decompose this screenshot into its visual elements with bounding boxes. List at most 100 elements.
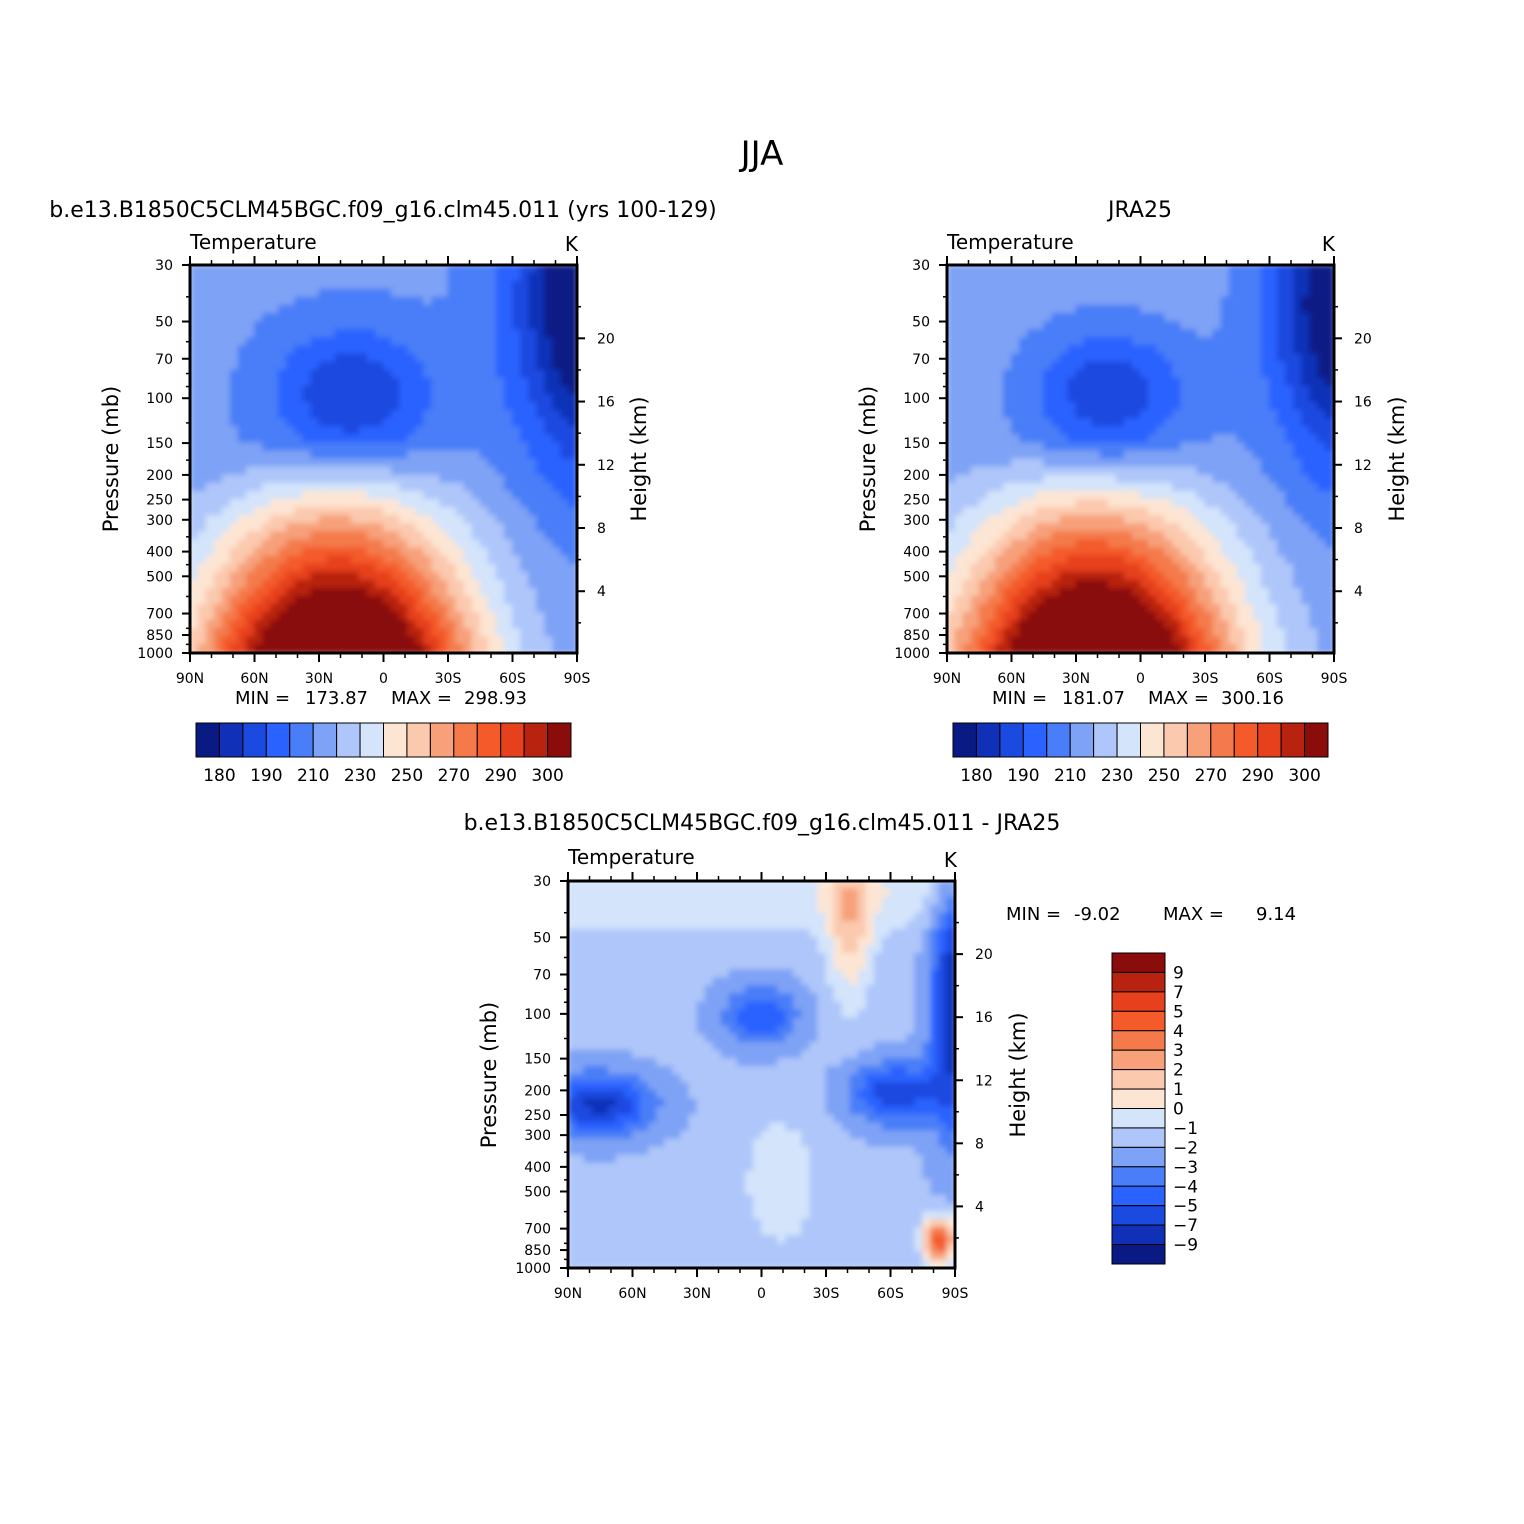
field-cell <box>399 547 409 557</box>
field-cell <box>455 329 466 339</box>
field-cell <box>205 337 216 347</box>
field-cell <box>1027 547 1037 557</box>
field-cell <box>294 450 304 460</box>
field-cell <box>544 385 554 396</box>
field-cell <box>1293 498 1303 509</box>
colorbar-box <box>383 722 408 758</box>
field-cell <box>736 881 747 891</box>
field-cell <box>568 418 577 428</box>
field-cell <box>334 410 345 420</box>
field-cell <box>503 579 514 590</box>
field-cell <box>528 531 538 541</box>
field-cell <box>954 393 965 404</box>
field-cell <box>1027 498 1037 509</box>
field-cell <box>1301 458 1311 469</box>
field-cell <box>528 539 538 549</box>
field-cell <box>1027 418 1037 428</box>
field-cell <box>954 571 965 582</box>
field-cell <box>415 458 425 469</box>
field-cell <box>286 547 296 557</box>
field-cell <box>471 280 482 291</box>
field-cell <box>334 587 345 598</box>
field-cell <box>447 442 458 452</box>
field-cell <box>302 410 312 420</box>
field-cell <box>245 636 256 646</box>
field-cell <box>439 482 449 493</box>
field-cell <box>1317 304 1327 315</box>
field-cell <box>1252 563 1263 574</box>
field-cell <box>1180 288 1190 299</box>
field-cell <box>415 410 425 420</box>
y-tick-label: 100 <box>146 391 173 407</box>
field-cell <box>205 369 216 380</box>
field-cell <box>1180 531 1190 541</box>
field-cell <box>544 393 554 404</box>
field-cell <box>552 547 562 557</box>
field-cell <box>1196 377 1206 388</box>
field-cell <box>334 353 345 363</box>
field-cell <box>1180 612 1190 622</box>
field-cell <box>471 466 482 477</box>
field-cell <box>471 523 482 533</box>
field-cell <box>1260 563 1271 574</box>
field-cell <box>326 426 337 436</box>
field-cell <box>512 482 522 493</box>
field-cell <box>512 434 522 444</box>
field-cell <box>954 515 965 525</box>
field-cell <box>970 337 981 347</box>
field-cell <box>1019 458 1029 469</box>
field-cell <box>1156 644 1166 653</box>
field-cell <box>978 345 989 355</box>
field-cell <box>254 265 264 275</box>
field-cell <box>1212 604 1223 614</box>
field-cell <box>1188 539 1198 549</box>
field-cell <box>512 393 522 404</box>
field-cell <box>1140 490 1150 501</box>
field-cell <box>1075 296 1086 307</box>
field-cell <box>1156 555 1166 566</box>
field-cell <box>1301 571 1311 582</box>
field-cell <box>270 385 280 396</box>
field-cell <box>1309 644 1319 653</box>
field-cell <box>1067 369 1077 380</box>
field-cell <box>1002 296 1013 307</box>
field-cell <box>318 531 329 541</box>
colorbar-box <box>1116 722 1141 758</box>
field-cell <box>520 313 530 323</box>
colorbar-box <box>975 722 1001 758</box>
field-cell <box>423 401 433 412</box>
field-cell <box>262 636 272 646</box>
field-cell <box>1285 329 1295 339</box>
field-cell <box>1244 474 1255 485</box>
field-cell <box>1059 523 1069 533</box>
field-cell <box>1156 458 1166 469</box>
field-cell <box>1099 539 1110 549</box>
field-cell <box>229 442 240 452</box>
field-cell <box>1317 385 1327 396</box>
field-cell <box>1164 474 1174 485</box>
field-cell <box>455 265 466 275</box>
field-cell <box>1196 531 1206 541</box>
field-cell <box>1180 442 1190 452</box>
field-cell <box>463 628 474 638</box>
field-cell <box>310 401 320 412</box>
field-cell <box>383 321 393 331</box>
field-cell <box>270 531 280 541</box>
field-cell <box>544 563 554 574</box>
field-cell <box>318 426 329 436</box>
field-cell <box>962 369 973 380</box>
field-cell <box>544 595 554 606</box>
field-cell <box>962 385 973 396</box>
field-cell <box>1067 587 1077 598</box>
field-cell <box>1107 539 1118 549</box>
field-cell <box>205 434 216 444</box>
field-cell <box>1220 329 1231 339</box>
field-cell <box>1059 426 1069 436</box>
field-cell <box>568 304 577 315</box>
field-cell <box>1091 466 1102 477</box>
field-cell <box>1196 450 1206 460</box>
field-cell <box>487 547 498 557</box>
field-cell <box>447 434 458 444</box>
field-cell <box>528 288 538 299</box>
field-cell <box>229 507 240 517</box>
